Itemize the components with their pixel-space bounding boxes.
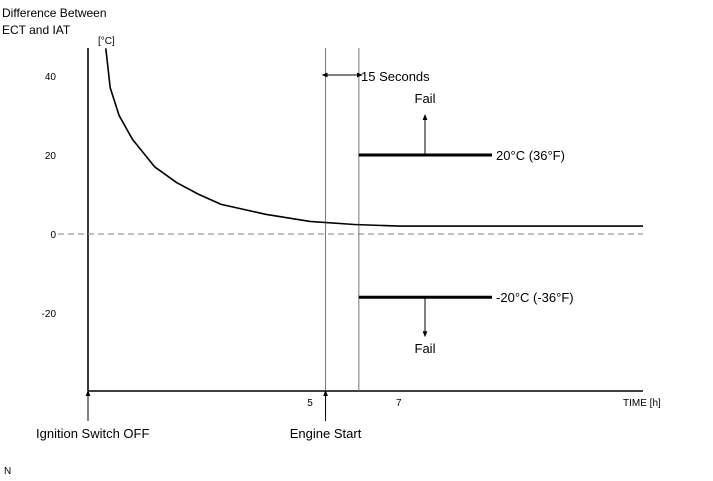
fail-label: Fail bbox=[415, 91, 436, 106]
threshold-lines: 20°C (36°F) Fail -20°C (-36°F) Fail bbox=[358, 91, 574, 356]
event-label: Ignition Switch OFF bbox=[36, 426, 149, 441]
y-tick-label: 40 bbox=[45, 72, 57, 83]
event-markers: Ignition Switch OFF Engine Start bbox=[36, 390, 362, 441]
y-tick-label: 0 bbox=[50, 230, 56, 241]
threshold-label: 20°C (36°F) bbox=[496, 148, 565, 163]
x-tick-label: 5 bbox=[307, 398, 313, 409]
y-axis-title-line2: ECT and IAT bbox=[2, 23, 71, 37]
y-tick-label: -20 bbox=[42, 309, 57, 320]
vertical-markers bbox=[325, 48, 360, 391]
y-axis-unit: [°C] bbox=[98, 36, 115, 47]
y-axis-title-line1: Difference Between bbox=[2, 6, 107, 20]
y-tick-label: 20 bbox=[45, 151, 57, 162]
fail-label: Fail bbox=[415, 341, 436, 356]
y-tick-labels: 40 20 0 -20 bbox=[42, 72, 57, 320]
footer-mark: N bbox=[4, 466, 11, 477]
series-line bbox=[105, 48, 643, 227]
series-lines bbox=[105, 48, 643, 227]
threshold-label: -20°C (-36°F) bbox=[496, 290, 574, 305]
event-label: Engine Start bbox=[290, 426, 362, 441]
x-tick-label: 7 bbox=[396, 398, 402, 409]
interval-label: 15 Seconds bbox=[361, 69, 430, 84]
x-axis-title: TIME [h] bbox=[623, 398, 661, 409]
